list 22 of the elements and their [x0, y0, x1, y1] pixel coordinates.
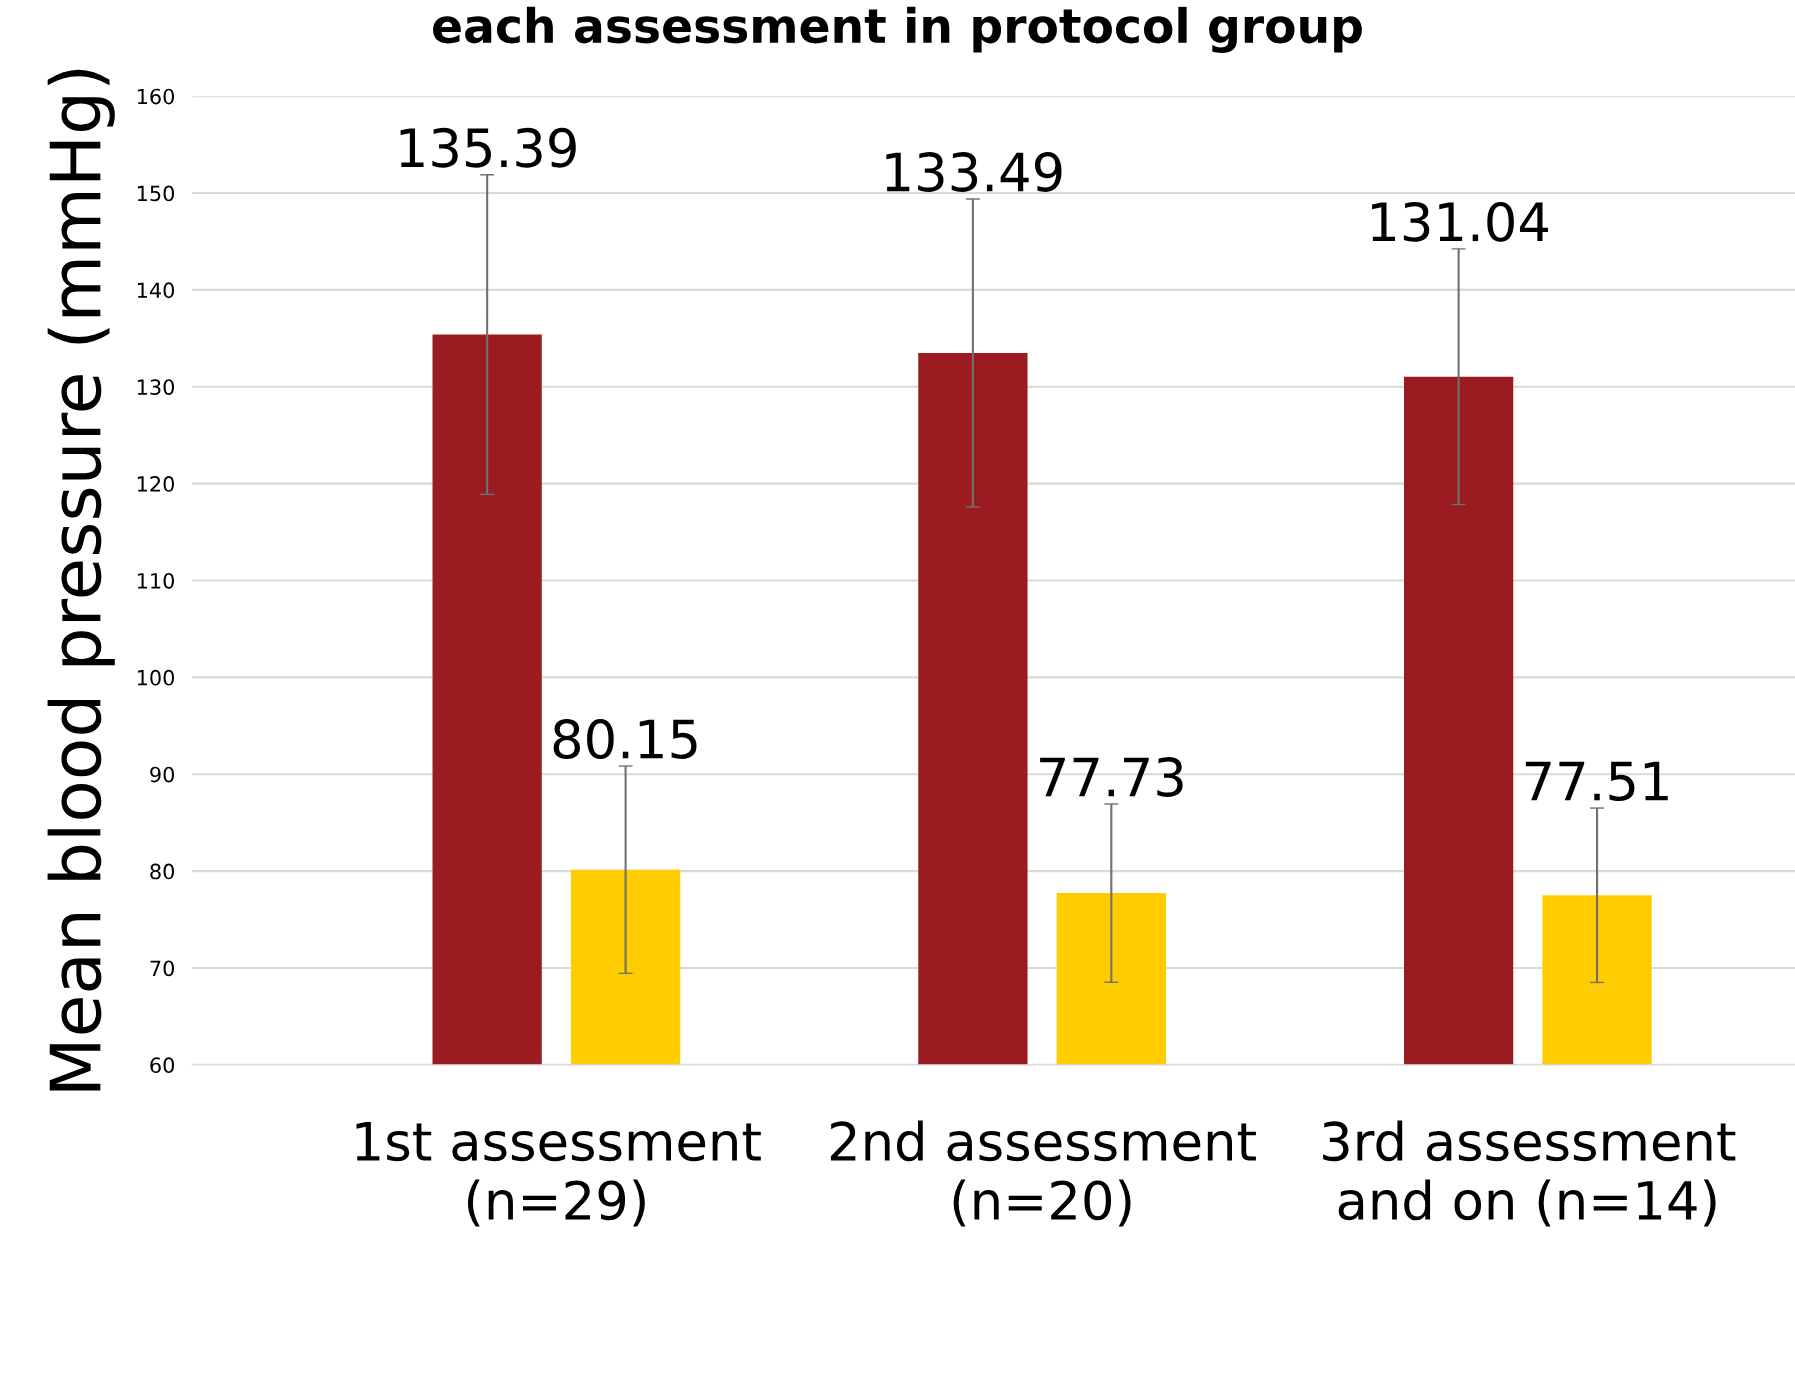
y-axis-title: Mean blood pressure (mmHg) [47, 69, 115, 1091]
y-tick-label: 120 [137, 476, 175, 492]
x-tick-label: 3rd assessment and on (n=14) [1323, 1120, 1736, 1227]
data-label: 135.39 [400, 127, 576, 168]
y-tick-label: 150 [137, 185, 175, 202]
y-tick-label: 130 [137, 379, 175, 395]
y-tick-label: 60 [150, 1057, 175, 1074]
y-tick-label: 70 [150, 960, 175, 977]
y-tick-label: 90 [150, 766, 175, 783]
data-label: 131.04 [1372, 201, 1548, 242]
y-tick-label: 80 [150, 863, 175, 880]
chart-title: each assessment in protocol group [433, 6, 1362, 53]
data-label: 133.49 [886, 152, 1062, 192]
x-tick-label: 2nd assessment (n=20) [830, 1120, 1256, 1227]
y-tick-label: 100 [137, 669, 175, 686]
y-tick-label: 110 [137, 572, 175, 589]
x-tick-label: 1st assessment (n=29) [356, 1122, 761, 1227]
data-label: 77.51 [1525, 761, 1668, 802]
data-label: 77.73 [1040, 757, 1183, 797]
y-tick-label: 160 [137, 88, 175, 105]
data-label: 80.15 [553, 719, 697, 760]
y-tick-label: 140 [137, 282, 175, 299]
